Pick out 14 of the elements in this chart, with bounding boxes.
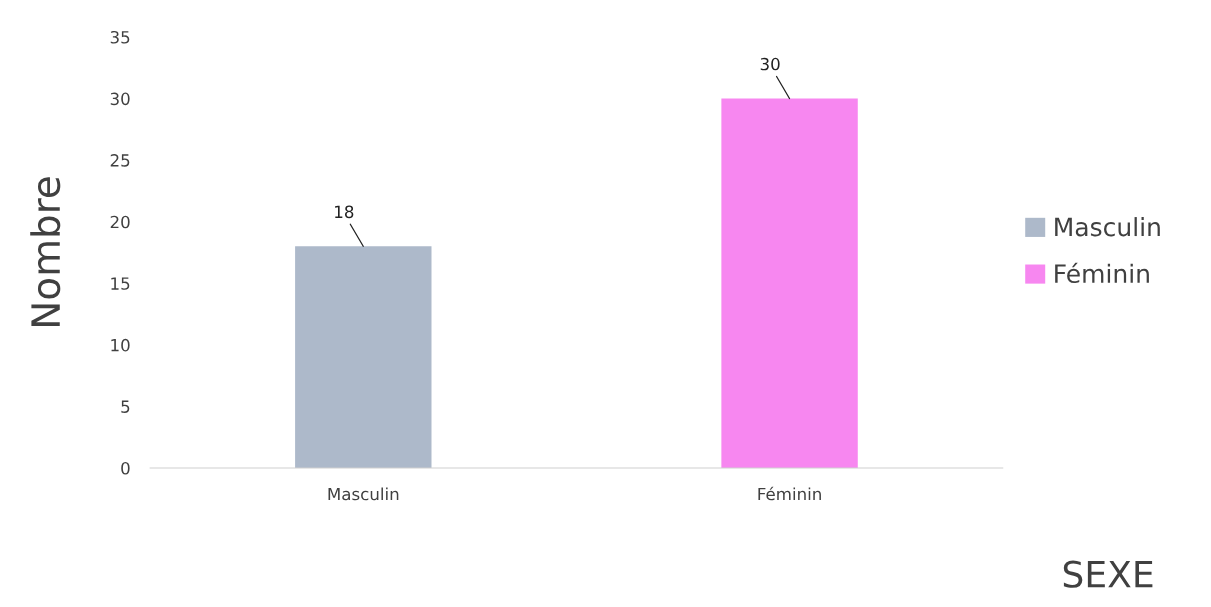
- y-tick-label: 10: [111, 338, 130, 352]
- data-label: 30: [760, 57, 780, 71]
- y-tick-label: 30: [110, 92, 130, 106]
- y-tick-label: 35: [110, 30, 130, 44]
- y-tick-label: 25: [110, 154, 130, 167]
- y-axis-title: Nombre: [30, 177, 61, 326]
- y-tick-label: 20: [110, 215, 130, 229]
- x-axis-title: SEXE: [1063, 560, 1153, 588]
- y-tick-label: 5: [121, 400, 130, 413]
- y-tick-label: 0: [121, 461, 130, 475]
- data-label: 18: [335, 205, 354, 219]
- legend-label: Masculin: [1055, 217, 1160, 237]
- legend-label: Féminin: [1055, 262, 1149, 284]
- y-tick-label: 15: [111, 277, 130, 290]
